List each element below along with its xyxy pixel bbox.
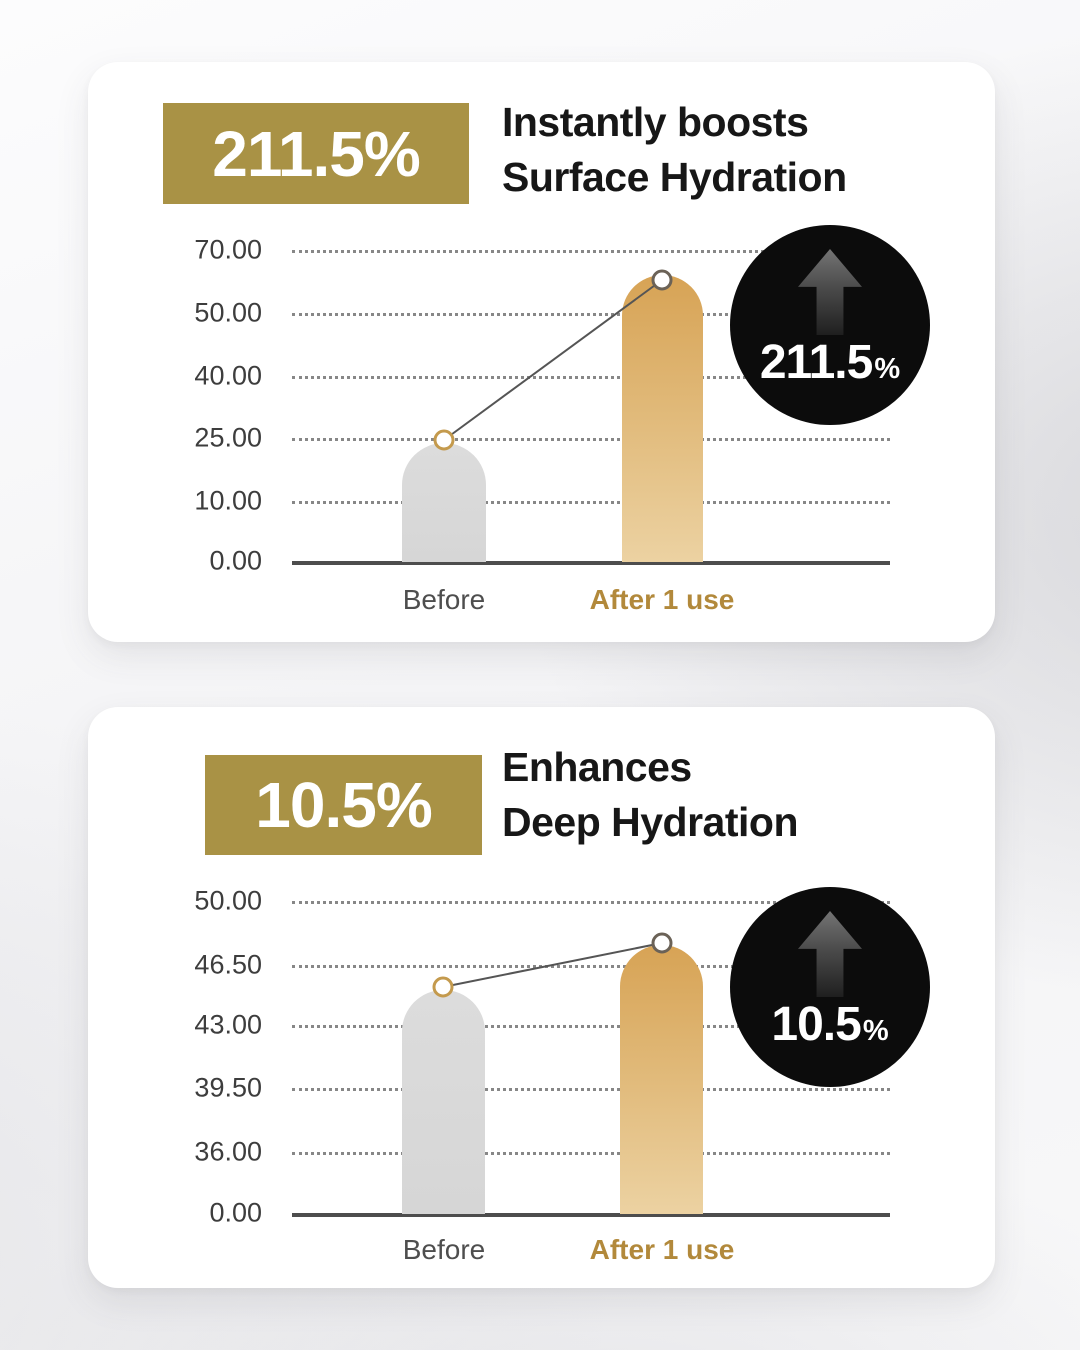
increase-badge: 10.5 % [730,887,930,1087]
increase-text: 10.5 % [771,997,888,1052]
y-axis-tick-label: 10.00 [194,485,262,516]
percent-sign: % [874,353,901,385]
percentage-badge: 211.5% [163,103,469,204]
y-axis-tick-label: 39.50 [194,1072,262,1103]
title-line-1: Enhances [502,744,692,790]
title-line-2: Surface Hydration [502,154,847,200]
increase-text: 211.5 % [760,335,900,390]
y-axis-tick-label: 25.00 [194,422,262,453]
y-axis-tick-label: 46.50 [194,949,262,980]
title-line-2: Deep Hydration [502,799,799,845]
gridline [292,901,890,904]
bar-before [402,990,485,1214]
bar-after [622,275,703,562]
card-title: Instantly boosts Surface Hydration [502,95,847,205]
y-axis-tick-label: 0.00 [209,1197,262,1228]
gridline [292,438,890,441]
y-axis-tick-label: 43.00 [194,1009,262,1040]
gridline [292,1025,890,1028]
y-axis-tick-label: 40.00 [194,360,262,391]
x-label-after: After 1 use [589,1234,735,1265]
y-axis-tick-label: 50.00 [194,885,262,916]
gridline [292,250,890,253]
x-axis-line [292,1213,890,1217]
x-axis-line [292,561,890,565]
bar-after [620,945,703,1214]
card-surface-hydration: 211.5% Instantly boosts Surface Hydratio… [88,62,995,642]
card-deep-hydration: 10.5% Enhances Deep Hydration 50.00 46.5… [88,707,995,1288]
x-label-after: After 1 use [589,584,735,615]
y-axis-tick-label: 0.00 [209,545,262,576]
up-arrow-icon [798,911,862,997]
badge-value: 10.5% [255,769,432,841]
y-axis-tick-label: 70.00 [194,234,262,265]
bar-before [402,443,486,562]
x-label-before: Before [402,1234,486,1265]
increase-badge: 211.5 % [730,225,930,425]
increase-value: 211.5 [759,336,873,389]
percent-sign: % [862,1015,889,1047]
percentage-badge: 10.5% [205,755,482,855]
gridline [292,1152,890,1155]
up-arrow-icon [798,249,862,335]
increase-value: 10.5 [771,998,861,1051]
x-label-before: Before [402,584,486,615]
card-title: Enhances Deep Hydration [502,740,799,850]
gridline [292,501,890,504]
title-line-1: Instantly boosts [502,99,809,145]
badge-value: 211.5% [212,117,421,190]
y-axis-tick-label: 50.00 [194,297,262,328]
gridline [292,1088,890,1091]
y-axis-tick-label: 36.00 [194,1136,262,1167]
